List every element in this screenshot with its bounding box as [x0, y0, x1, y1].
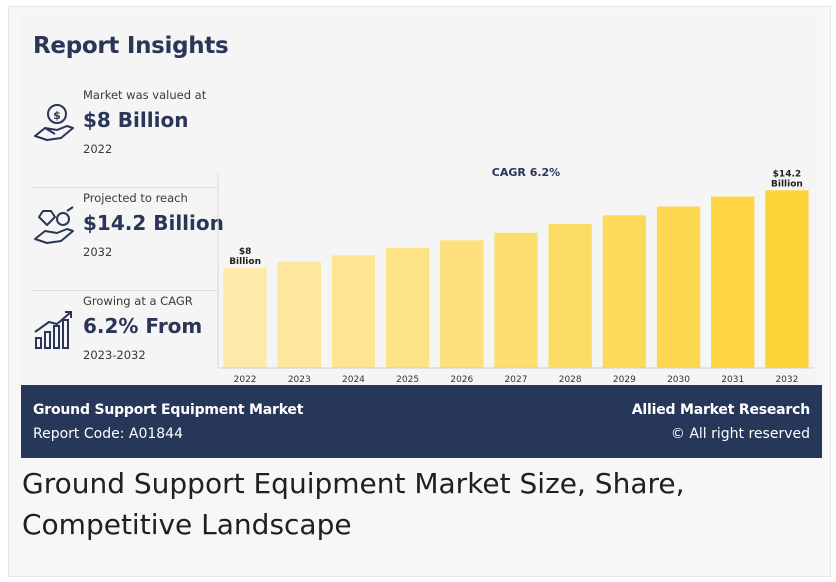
footer-copyright: © All right reserved [670, 426, 810, 442]
x-tick-label: 2027 [505, 375, 528, 385]
bar-2028 [548, 224, 592, 368]
card-title: Report Insights [33, 33, 229, 59]
stat-cagr: Growing at a CAGR 6.2% From 2023-2032 [33, 294, 217, 394]
diamond-coin-hand-icon [33, 205, 77, 249]
x-tick-label: 2026 [450, 375, 473, 385]
stat-year: 2022 [83, 142, 113, 156]
bar-2022 [223, 267, 267, 368]
bar-2023 [277, 261, 321, 368]
data-label-2032: $14.2 [773, 169, 801, 179]
footer-report-code: Report Code: A01844 [33, 426, 183, 442]
x-tick-label: 2022 [234, 375, 257, 385]
bar-2027 [494, 232, 538, 368]
x-tick-label: 2030 [667, 375, 690, 385]
stat-year: 2023-2032 [83, 348, 146, 362]
x-tick-label: 2032 [775, 375, 798, 385]
bar-2025 [385, 247, 430, 368]
money-hand-icon: $ [33, 102, 77, 146]
bar-growth-icon [33, 308, 77, 352]
stat-market-value: $ Market was valued at $8 Billion 2022 [33, 88, 217, 188]
bar-2026 [440, 240, 484, 368]
bar-2032 [765, 190, 809, 368]
x-tick-label: 2024 [342, 375, 365, 385]
footer-publisher: Allied Market Research [631, 402, 810, 418]
bar-2029 [602, 215, 647, 368]
figure-caption: Ground Support Equipment Market Size, Sh… [22, 467, 685, 541]
stat-label: Growing at a CAGR [83, 294, 193, 308]
bar-2031 [711, 196, 755, 368]
stat-label: Projected to reach [83, 191, 188, 205]
stat-value: $14.2 Billion [83, 211, 224, 235]
x-tick-label: 2023 [288, 375, 311, 385]
chart-title: CAGR 6.2% [492, 166, 560, 179]
x-tick-label: 2028 [559, 375, 582, 385]
report-insights-card: Report Insights $ Market was valued at $… [21, 16, 822, 458]
stat-label: Market was valued at [83, 88, 207, 102]
stat-year: 2032 [83, 245, 113, 259]
data-label-2032: Billion [771, 179, 803, 189]
x-tick-label: 2031 [721, 375, 744, 385]
x-tick-label: 2025 [396, 375, 419, 385]
data-label-2022: $8 [239, 247, 252, 257]
bar-chart: CAGR 6.2% 2022 2023 2024 2025 2026 2027 2028 202… [216, 164, 818, 400]
bar-2024 [331, 255, 376, 368]
card-footer: Ground Support Equipment Market Report C… [21, 385, 822, 458]
stat-projected-value: Projected to reach $14.2 Billion 2032 [33, 191, 224, 291]
svg-text:$: $ [53, 109, 61, 122]
data-label-2022: Billion [229, 257, 261, 267]
stat-value: $8 Billion [83, 108, 189, 132]
x-tick-label: 2029 [613, 375, 636, 385]
bar-chart-svg: CAGR 6.2% 2022 2023 2024 2025 2026 2027 2028 202… [217, 166, 814, 385]
footer-market-name: Ground Support Equipment Market [33, 402, 304, 418]
stat-value: 6.2% From [83, 314, 203, 338]
bar-2030 [656, 206, 701, 368]
